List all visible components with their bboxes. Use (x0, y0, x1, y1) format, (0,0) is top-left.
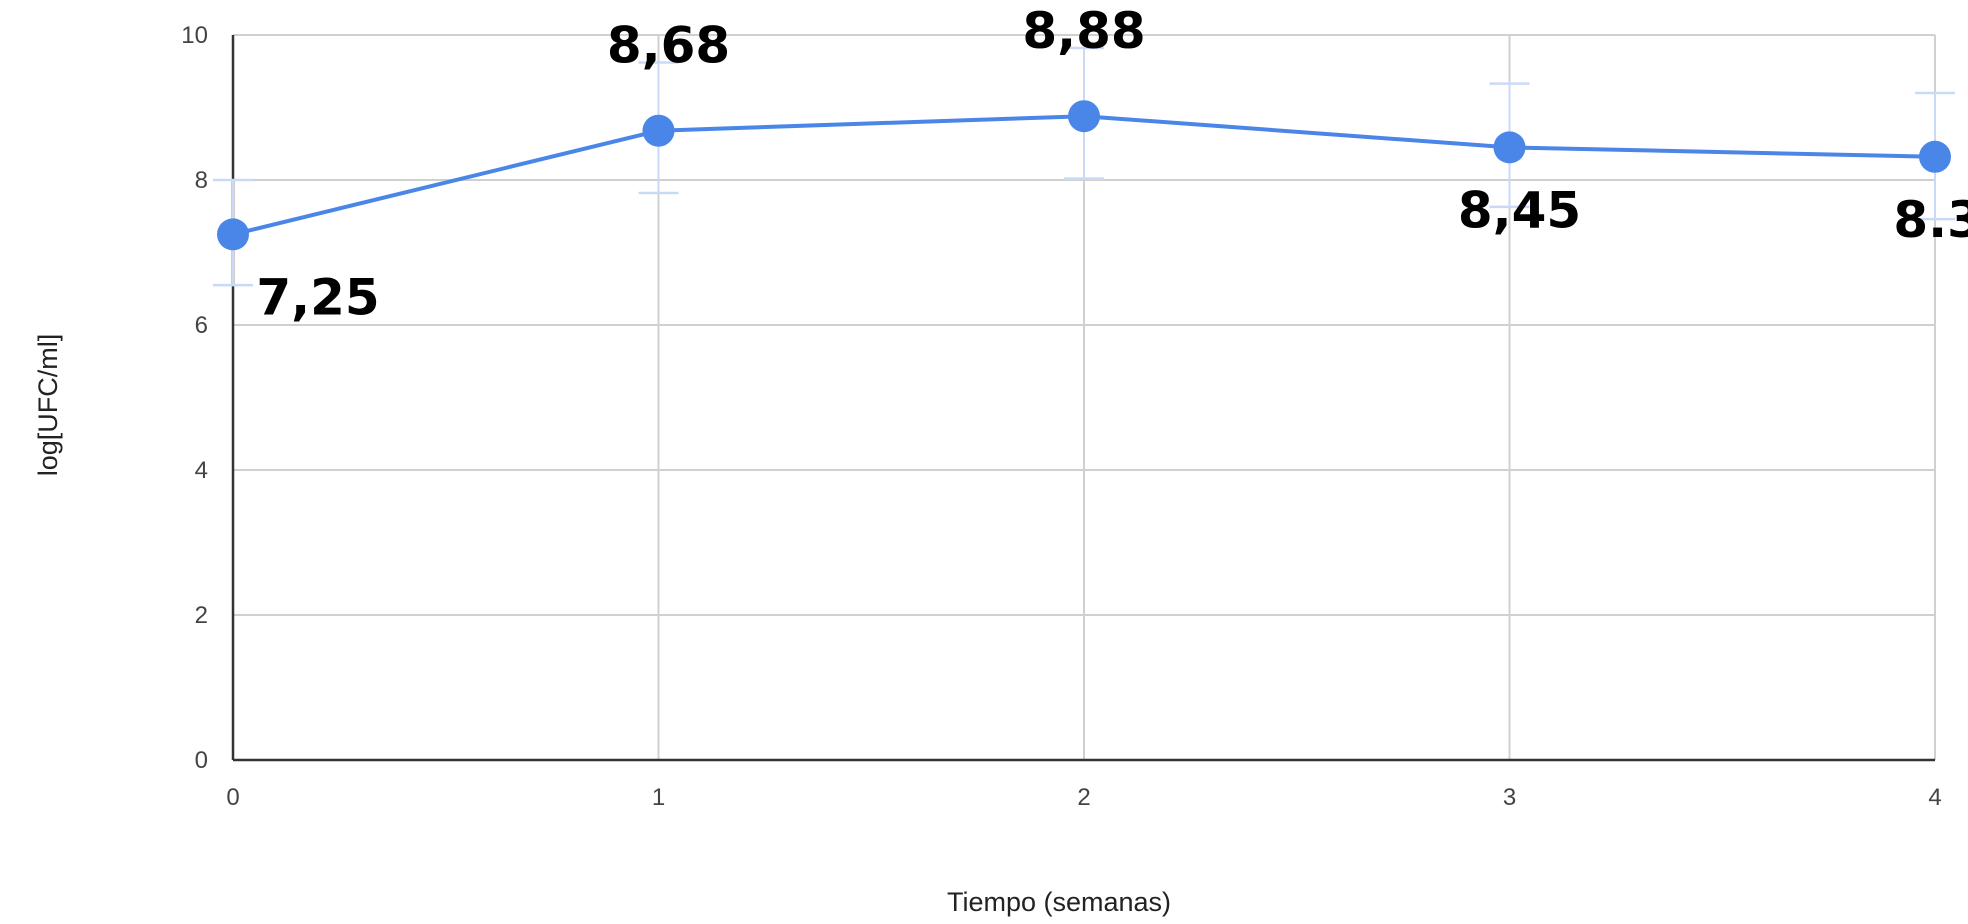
data-point (217, 218, 249, 251)
data-labels: 7,25 8,68 8,88 8,45 8.32 (256, 2, 1968, 326)
data-point (1919, 140, 1951, 173)
data-label: 8,88 (1022, 2, 1145, 60)
y-tick-label: 8 (195, 167, 208, 194)
x-tick-label: 4 (1928, 784, 1941, 811)
data-label: 7,25 (256, 268, 379, 326)
data-point (642, 114, 675, 147)
data-point (1493, 131, 1526, 164)
x-tick-label: 1 (652, 784, 665, 811)
data-label: 8,45 (1458, 181, 1581, 239)
data-label: 8.32 (1893, 191, 1968, 249)
data-point (1068, 100, 1100, 133)
y-tick-label: 0 (195, 747, 208, 774)
axes (231, 35, 1935, 762)
y-tick-label: 6 (195, 312, 208, 339)
x-tick-label: 0 (226, 784, 239, 811)
tick-labels: 0 2 4 6 8 10 0 1 2 3 4 (181, 22, 1941, 811)
y-tick-label: 4 (195, 457, 208, 484)
y-tick-label: 2 (195, 602, 208, 629)
data-label: 8,68 (607, 17, 730, 75)
x-tick-label: 2 (1077, 784, 1090, 811)
x-tick-label: 3 (1503, 784, 1516, 811)
x-axis-title: Tiempo (semanas) (947, 887, 1171, 917)
y-axis-title: log[UFC/ml] (33, 334, 63, 477)
data-points (217, 100, 1951, 251)
y-tick-label: 10 (181, 22, 208, 49)
